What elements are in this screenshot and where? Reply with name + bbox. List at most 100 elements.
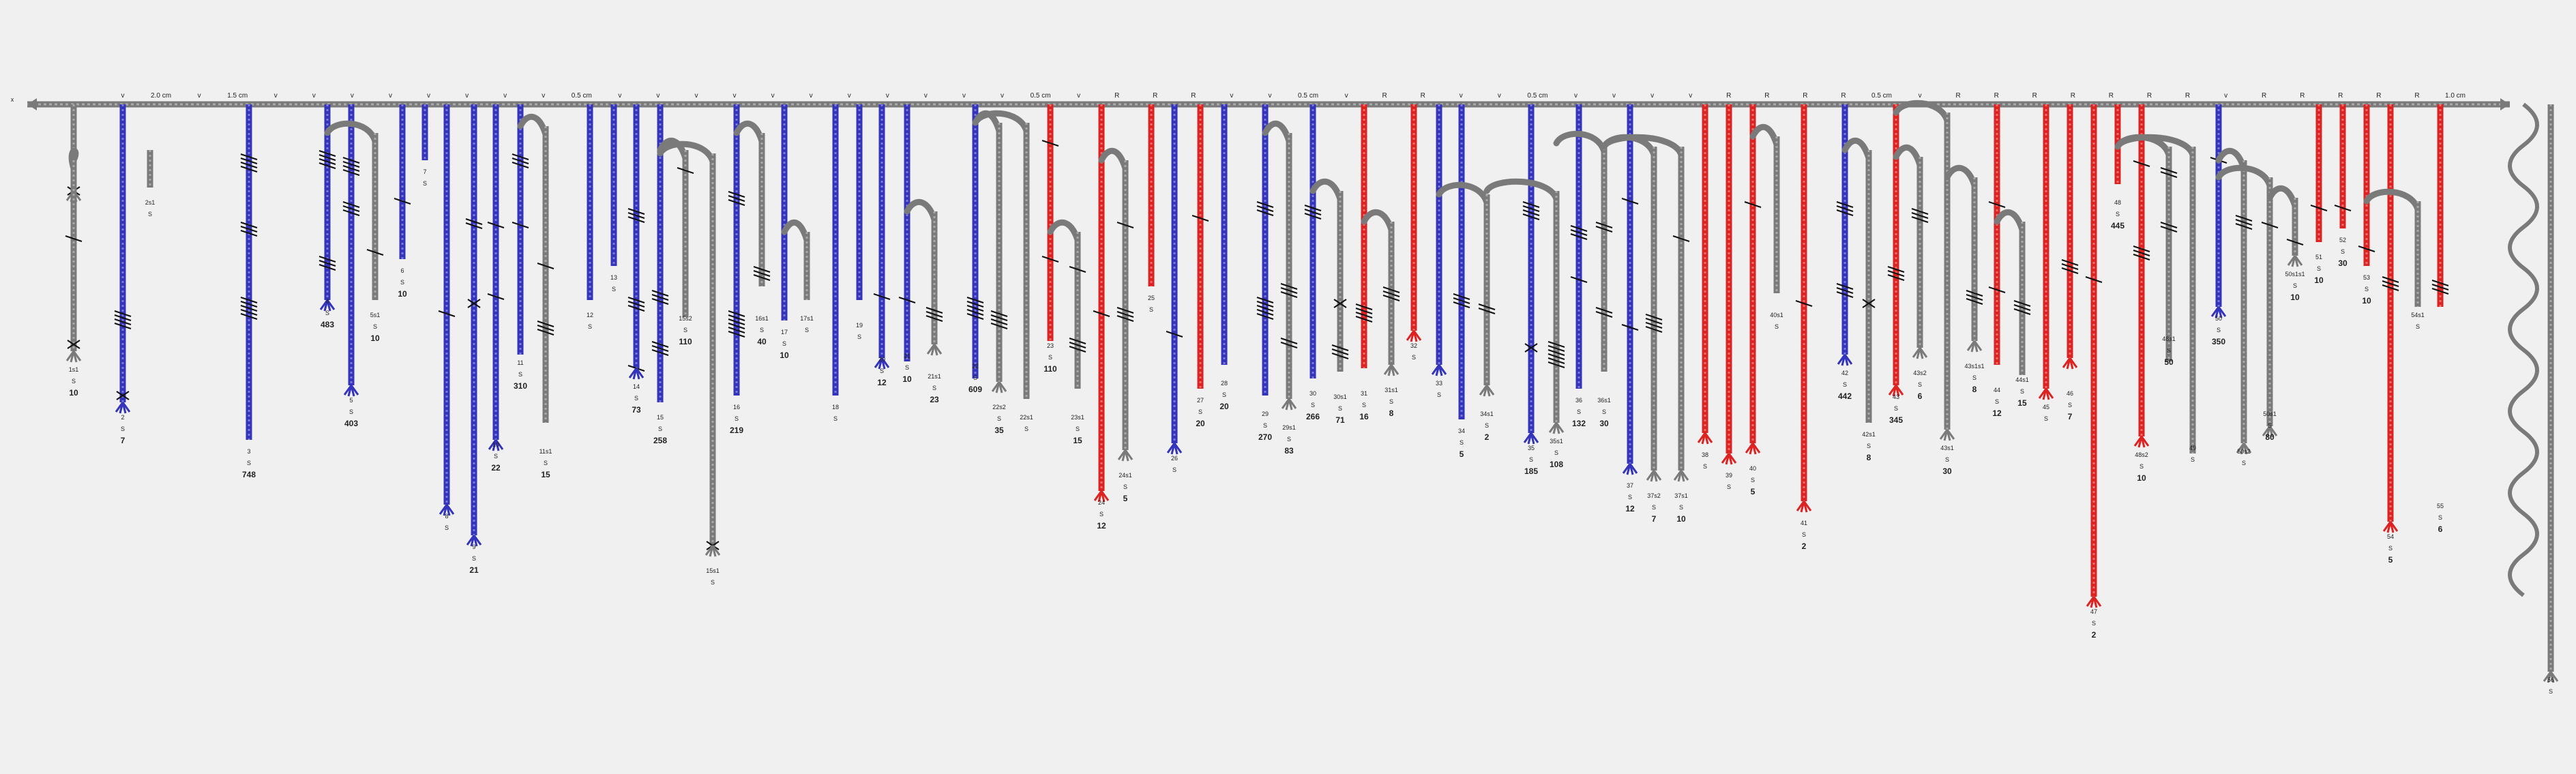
primary-top-label: R <box>1994 92 1999 100</box>
pendant-value: 12 <box>877 378 887 387</box>
primary-top-label: R <box>2032 92 2037 100</box>
single-knot <box>990 310 1008 317</box>
single-knot <box>1256 301 1274 308</box>
pendant-id: 3 <box>247 448 250 455</box>
pendant-value: 132 <box>1572 419 1586 428</box>
pendant-spin: S <box>445 524 449 531</box>
cord-end-tuft-icon <box>2236 443 2252 455</box>
pendant-id: 47 <box>2090 608 2097 615</box>
pendant-cord-34s1 <box>1436 181 1496 397</box>
single-knot <box>1355 308 1373 314</box>
pendant-spin: S <box>634 395 638 402</box>
pendant-value: 10 <box>69 388 78 398</box>
pendant-spin: S <box>544 460 548 466</box>
single-knot <box>240 226 258 233</box>
single-knot <box>1570 225 1588 232</box>
pendant-label: 41 S 2 <box>1801 520 1807 551</box>
primary-top-label: v <box>618 92 621 100</box>
pendant-id: 34 <box>1458 428 1465 434</box>
pendant-label: 43s1 S 30 <box>1940 445 1954 476</box>
single-knot <box>240 166 258 173</box>
single-knot <box>1911 208 1929 215</box>
pendant-id: 15 <box>657 414 664 421</box>
pendant-spin: S <box>1703 463 1707 470</box>
pendant-value: 748 <box>242 470 256 479</box>
pendant-value: 30 <box>2338 258 2348 268</box>
single-knot <box>2261 222 2279 228</box>
cord-end-tuft-icon <box>1622 463 1638 475</box>
primary-end-label: x <box>11 96 14 103</box>
single-knot <box>651 290 669 297</box>
pendant-value: 108 <box>1550 460 1563 469</box>
pendant-label: 2 S 7 <box>121 414 125 445</box>
primary-top-label: v <box>924 92 928 100</box>
pendant-id: 21 <box>904 353 911 359</box>
pendant-label: 16 S 219 <box>730 404 743 435</box>
pendant-label: 52 S 30 <box>2338 237 2348 268</box>
pendant-label: 25 S <box>1148 295 1155 313</box>
pendant-value: 15 <box>1073 436 1082 445</box>
pendant-id: 8 <box>445 513 448 520</box>
cord-end-tuft-icon <box>1548 422 1565 434</box>
cord-end-tuft-icon <box>1523 432 1539 445</box>
primary-top-label: v <box>771 92 775 100</box>
single-knot <box>1116 311 1134 318</box>
pendant-cord-55 <box>2431 104 2449 307</box>
primary-top-label: R <box>2071 92 2075 100</box>
primary-top-label: v <box>1919 92 1922 100</box>
single-knot <box>1478 308 1496 314</box>
pendant-label: 38 S <box>1702 451 1708 470</box>
single-knot <box>627 216 645 223</box>
single-knot <box>2235 219 2253 226</box>
single-knot <box>2013 304 2031 311</box>
primary-top-label: R <box>2262 92 2266 100</box>
primary-top-label: 0.5 cm <box>1298 92 1318 100</box>
single-knot <box>1478 303 1496 310</box>
single-knot <box>2133 245 2150 252</box>
pendant-id: 27 <box>1197 397 1204 404</box>
primary-top-label: v <box>656 92 660 100</box>
single-knot <box>1887 274 1905 281</box>
single-knot <box>1355 312 1373 318</box>
cord-end-tuft-icon <box>628 368 645 380</box>
pendant-label: 29 S 270 <box>1258 411 1272 442</box>
pendant-cord-50s1 <box>2215 164 2279 438</box>
single-knot <box>1256 201 1274 208</box>
subsidiary-attachment <box>324 120 379 145</box>
pendant-id: 22s1 <box>1020 414 1033 421</box>
pendant-id: 30s1 <box>1333 393 1347 400</box>
pendant-spin: S <box>857 333 861 340</box>
subsidiary-attachment <box>2363 188 2421 213</box>
pendant-cord-52 <box>2334 104 2352 228</box>
pendant-cord-38 <box>1697 104 1713 445</box>
pendant-label: 36s1 S 30 <box>1597 397 1611 428</box>
pendant-id: 35s1 <box>1550 438 1563 445</box>
cord-end-tuft-icon <box>1479 385 1495 397</box>
single-knot <box>966 309 984 316</box>
single-knot <box>1256 305 1274 312</box>
pendant-id: 54s1 <box>2411 312 2425 318</box>
pendant-spin: S <box>658 426 662 432</box>
pendant-id: 4 <box>325 298 329 305</box>
single-knot <box>1116 307 1134 314</box>
single-knot <box>1548 341 1565 348</box>
single-knot <box>1304 209 1322 215</box>
pendant-label: 53 S 10 <box>2362 274 2371 306</box>
pendant-label: 5 S 403 <box>344 397 358 428</box>
single-knot <box>1522 205 1540 212</box>
pendant-label: 47 S 2 <box>2090 608 2097 640</box>
single-knot <box>1522 213 1540 220</box>
pendant-value: 5 <box>1460 449 1464 459</box>
single-knot <box>2133 254 2150 261</box>
single-knot <box>240 153 258 160</box>
pendant-spin: S <box>1460 439 1464 446</box>
single-knot <box>2358 245 2375 252</box>
pendant-label: 15 S 258 <box>653 414 667 445</box>
pendant-value: 266 <box>1306 412 1320 421</box>
pendant-label: 23s1 S 15 <box>1071 414 1084 445</box>
pendant-id: 16s1 <box>755 315 769 322</box>
single-knot <box>677 167 694 174</box>
pendant-cord-36 <box>1570 104 1588 389</box>
primary-top-label: R <box>2147 92 2152 100</box>
